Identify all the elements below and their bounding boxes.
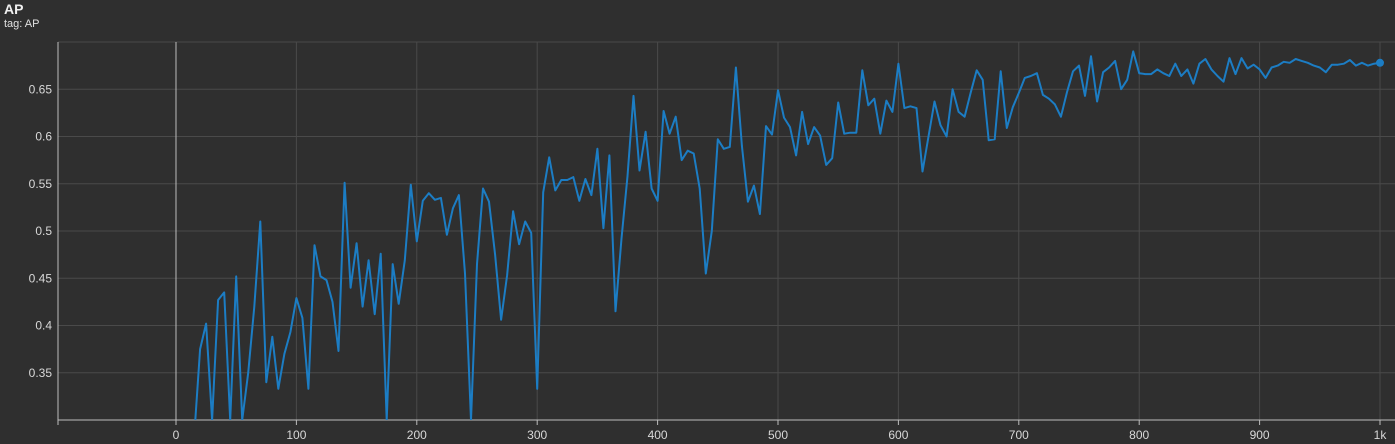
y-tick-label: 0.5 — [35, 224, 52, 238]
x-tick-label: 100 — [286, 428, 306, 442]
y-tick-label: 0.35 — [29, 366, 53, 380]
y-tick-label: 0.6 — [35, 130, 52, 144]
x-tick-label: 800 — [1129, 428, 1149, 442]
x-tick-label: 600 — [888, 428, 908, 442]
x-tick-label: 900 — [1250, 428, 1270, 442]
y-tick-label: 0.45 — [29, 271, 53, 285]
y-tick-label: 0.55 — [29, 177, 53, 191]
x-tick-label: 0 — [173, 428, 180, 442]
last-point-marker — [1376, 58, 1384, 67]
x-tick-label: 1k — [1374, 428, 1388, 442]
x-tick-label: 200 — [407, 428, 427, 442]
axes — [57, 42, 1395, 425]
chart-header: AP tag: AP — [4, 1, 39, 31]
series-layer — [194, 50, 1384, 420]
y-tick-label: 0.4 — [35, 319, 52, 333]
x-tick-label: 300 — [527, 428, 547, 442]
x-tick-label: 700 — [1009, 428, 1029, 442]
series-line — [194, 50, 1381, 420]
x-tick-label: 400 — [648, 428, 668, 442]
chart-subtitle: tag: AP — [4, 18, 40, 30]
x-tick-label: 500 — [768, 428, 788, 442]
tick-labels: 0.35 0.4 0.45 0.5 0.55 0.6 0.65 0 100 200 300 400 50… — [29, 82, 1388, 442]
chart-title: AP — [4, 1, 24, 17]
y-tick-label: 0.65 — [29, 82, 53, 96]
grid-lines — [58, 41, 1395, 420]
